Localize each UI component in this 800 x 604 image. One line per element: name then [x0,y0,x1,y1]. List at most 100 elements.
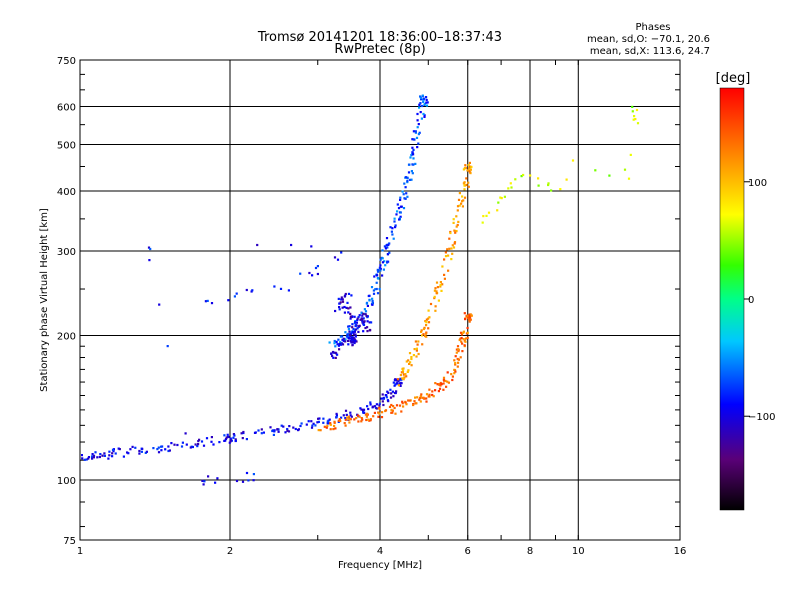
data-point [414,131,417,134]
data-point [223,434,226,437]
data-point [286,428,289,431]
data-point [401,190,404,193]
data-point [352,327,355,331]
data-point [373,411,376,414]
data-point [416,343,419,346]
data-point [407,369,410,372]
data-point [455,225,458,228]
phases-line-o: mean, sd,O: −70.1, 20.6 [587,34,710,45]
data-point [356,318,359,322]
data-point [348,325,351,328]
data-point [326,424,329,427]
data-point [547,183,550,187]
data-point [408,362,411,365]
data-point [103,452,106,455]
data-point [362,323,366,326]
data-point [412,148,415,151]
data-point [497,201,500,204]
data-point [287,289,290,292]
data-point [438,387,442,390]
data-point [408,352,412,355]
data-point [308,271,311,275]
data-point [114,452,117,455]
data-point [453,242,456,245]
data-point [450,373,453,376]
data-point [347,328,350,331]
data-point [422,327,426,331]
colorbar-ticks: 100 0 −100 [744,178,775,423]
data-point [343,305,346,309]
data-point [332,356,335,359]
data-point [401,369,405,373]
data-point [379,264,382,267]
data-point [226,433,229,436]
data-point [300,422,303,425]
data-point [233,434,236,437]
data-point [311,274,314,277]
data-point [341,338,344,341]
data-point [294,427,297,431]
data-point [339,341,342,344]
data-point [407,359,410,362]
data-point [347,307,350,310]
data-point [459,356,462,359]
data-point [631,110,634,113]
data-point [362,408,365,411]
data-point [465,177,468,180]
data-point [373,405,376,408]
data-point [364,326,367,330]
x-tick-label: 4 [377,546,383,557]
data-point [228,441,231,444]
data-point [269,426,272,429]
data-point [451,252,454,255]
data-point [353,315,356,318]
data-point [346,333,349,336]
data-point [404,373,407,376]
data-point [349,315,352,318]
data-point [503,195,506,198]
data-point [434,382,437,385]
data-point [292,426,295,429]
data-point [594,169,597,172]
data-point [416,126,419,129]
chart-title-line1: Tromsø 20141201 18:36:00–18:37:43 [257,30,502,45]
data-point [91,453,94,456]
data-point [282,425,285,428]
data-point [417,133,420,136]
data-point [514,178,517,181]
data-point [349,411,352,414]
data-point [344,338,347,341]
data-point [354,328,358,331]
data-point [396,210,399,213]
data-point [433,297,436,300]
data-point [388,405,392,408]
data-point [427,327,430,330]
data-point [376,270,380,273]
data-point [458,192,461,195]
data-point [415,355,418,358]
data-point [203,480,206,483]
data-point [550,189,553,192]
data-point [402,193,405,196]
data-point [384,409,388,412]
data-point [91,457,94,460]
data-point [349,317,352,320]
data-point [367,294,370,298]
data-point [91,455,94,458]
data-point [403,376,406,379]
data-point [362,411,365,414]
data-point [397,384,400,387]
data-point [453,372,456,375]
data-point [422,112,425,116]
data-point [447,254,450,257]
data-point [328,341,331,344]
data-point [413,138,416,141]
data-point [286,429,289,432]
data-point [350,341,353,344]
data-point [361,314,364,317]
data-point [363,320,366,323]
data-point [520,175,523,178]
data-point [468,170,471,173]
data-point [356,317,359,320]
data-point [256,243,259,247]
